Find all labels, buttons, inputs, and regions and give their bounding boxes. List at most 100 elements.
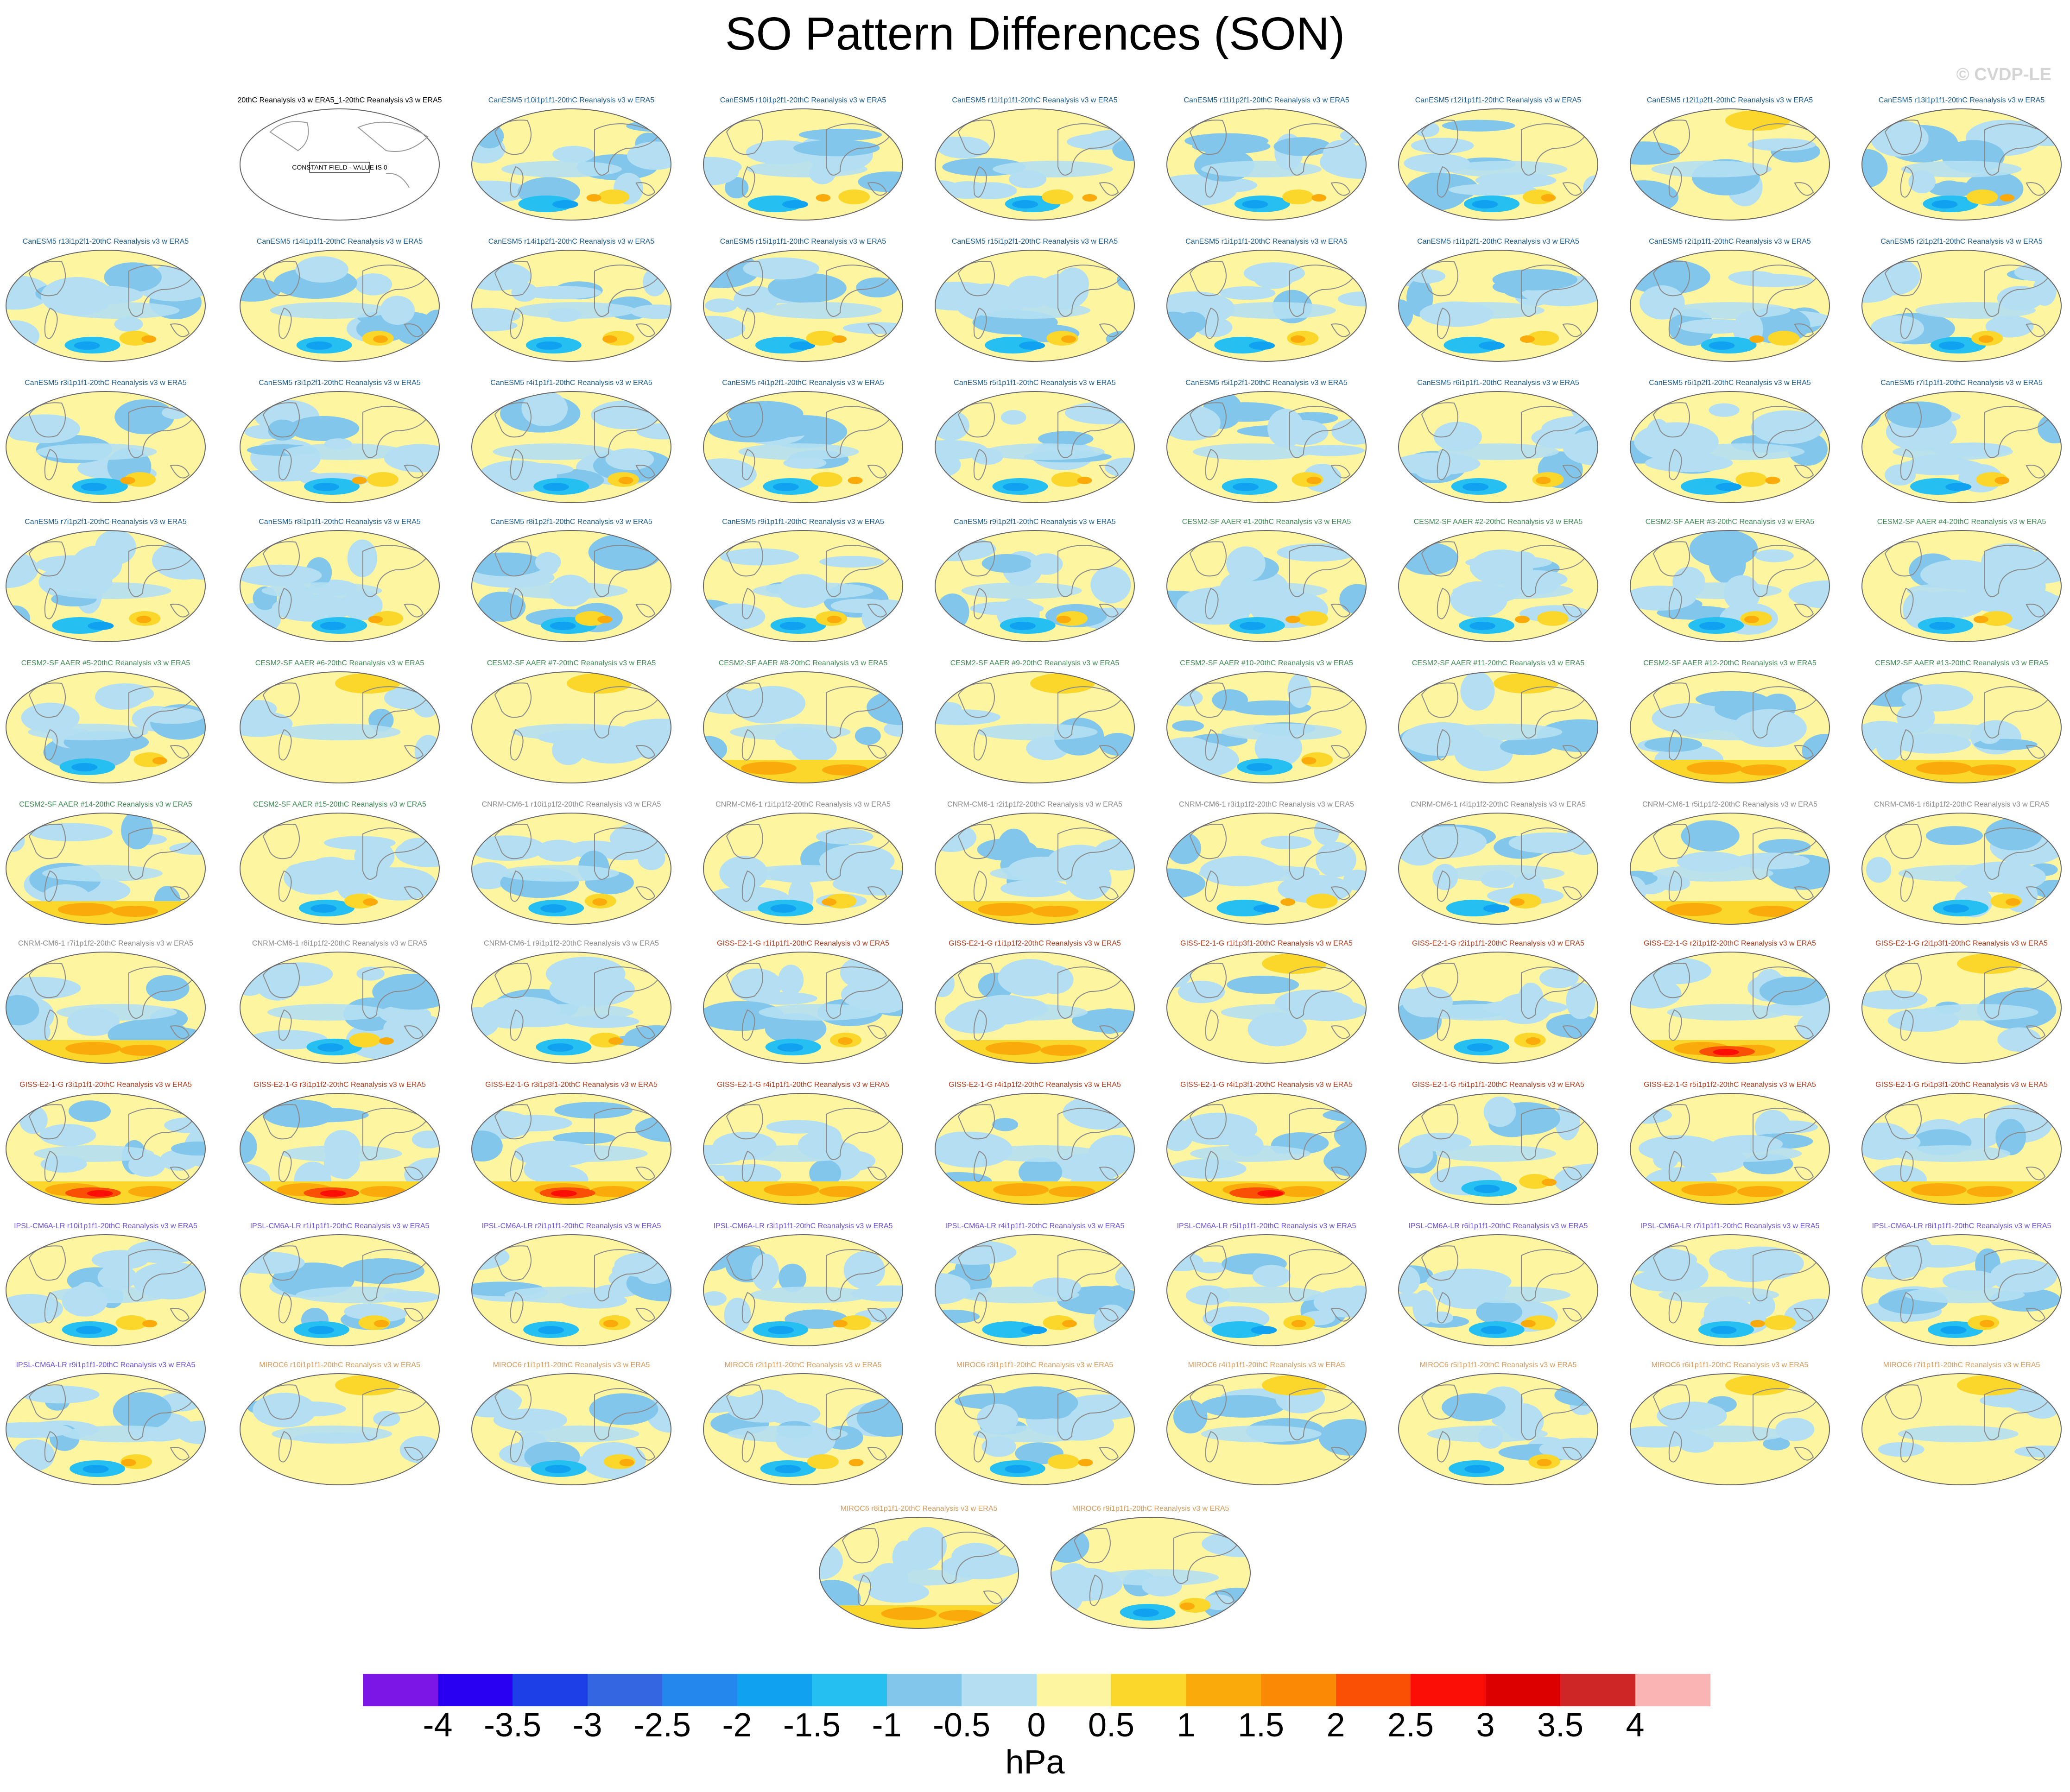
panel-label: MIROC6 r8i1p1f1-20thC Reanalysis v3 w ER… [840,1505,998,1513]
colorbar-swatch [1186,1674,1261,1706]
colorbar-tick-label: 3 [1476,1707,1495,1744]
colorbar-swatch [962,1674,1037,1706]
panel-label: IPSL-CM6A-LR r6i1p1f1-20thC Reanalysis v… [1408,1222,1588,1230]
colorbar-swatch [587,1674,663,1706]
panel-label: MIROC6 r4i1p1f1-20thC Reanalysis v3 w ER… [1188,1361,1345,1369]
map-panel [1166,813,1367,925]
panel-label: CESM2-SF AAER #12-20thC Reanalysis v3 w … [1643,659,1817,667]
colorbar-units: hPa [1005,1744,1065,1781]
panel-label: CanESM5 r6i1p1f1-20thC Reanalysis v3 w E… [1417,379,1579,387]
map-panel [703,952,903,1064]
map-panel [1861,952,2062,1064]
map-panel [935,1373,1135,1485]
map-panel [1630,391,1830,503]
panel-label: CanESM5 r15i1p2f1-20thC Reanalysis v3 w … [951,238,1118,246]
panel-label: IPSL-CM6A-LR r10i1p1f1-20thC Reanalysis … [14,1222,197,1230]
map-panel [1398,391,1598,503]
colorbar-swatch [1411,1674,1486,1706]
panel-label: CanESM5 r11i1p2f1-20thC Reanalysis v3 w … [1184,96,1349,104]
panel-label: CNRM-CM6-1 r8i1p1f2-20thC Reanalysis v3 … [252,940,427,947]
map-panel [1166,1234,1367,1346]
panel-label: GISS-E2-1-G r4i1p3f1-20thC Reanalysis v3… [1180,1081,1353,1089]
panel-label: CanESM5 r14i1p2f1-20thC Reanalysis v3 w … [488,238,655,246]
map-panel [1861,530,2062,642]
panel-label: CanESM5 r4i1p1f1-20thC Reanalysis v3 w E… [490,379,652,387]
panel-label: CESM2-SF AAER #1-20thC Reanalysis v3 w E… [1182,518,1351,526]
panel-label: GISS-E2-1-G r3i1p1f1-20thC Reanalysis v3… [19,1081,192,1089]
panel-label: CanESM5 r6i1p2f1-20thC Reanalysis v3 w E… [1649,379,1811,387]
colorbar-swatch [363,1674,438,1706]
colorbar-swatch [1036,1674,1112,1706]
panel-label: IPSL-CM6A-LR r5i1p1f1-20thC Reanalysis v… [1177,1222,1356,1230]
colorbar-tick-label: 0.5 [1088,1707,1135,1744]
map-panel [1861,108,2062,221]
panel-label: GISS-E2-1-G r3i1p1f2-20thC Reanalysis v3… [253,1081,426,1089]
panel-label: CanESM5 r7i1p1f1-20thC Reanalysis v3 w E… [1880,379,2043,387]
panel-label: MIROC6 r10i1p1f1-20thC Reanalysis v3 w E… [259,1361,420,1369]
map-panel [1398,671,1598,783]
panel-label: MIROC6 r5i1p1f1-20thC Reanalysis v3 w ER… [1419,1361,1577,1369]
panel-label: CanESM5 r7i1p2f1-20thC Reanalysis v3 w E… [25,518,187,526]
map-panel [1861,391,2062,503]
panel-label: CESM2-SF AAER #11-20thC Reanalysis v3 w … [1412,659,1585,667]
map-panel [1630,1373,1830,1485]
map-panel [703,813,903,925]
map-panel [1166,671,1367,783]
map-panel [240,530,440,642]
panel-label: CanESM5 r14i1p1f1-20thC Reanalysis v3 w … [256,238,423,246]
colorbar-tick-label: -0.5 [932,1707,991,1744]
panel-label: MIROC6 r7i1p1f1-20thC Reanalysis v3 w ER… [1883,1361,2040,1369]
panel-label: CESM2-SF AAER #10-20thC Reanalysis v3 w … [1180,659,1353,667]
panel-label: CESM2-SF AAER #2-20thC Reanalysis v3 w E… [1413,518,1583,526]
panel-label: GISS-E2-1-G r2i1p1f1-20thC Reanalysis v3… [1412,940,1584,947]
map-panels: CONSTANT FIELD - VALUE IS 0 [6,108,2062,1629]
map-panel [6,671,206,783]
colorbar-swatch [812,1674,887,1706]
map-panel [935,108,1135,221]
colorbar [363,1674,1710,1706]
panel-label: IPSL-CM6A-LR r2i1p1f1-20thC Reanalysis v… [481,1222,661,1230]
map-panel [6,530,206,642]
panel-label: CanESM5 r11i1p1f1-20thC Reanalysis v3 w … [952,96,1118,104]
map-panel [240,1373,440,1485]
panel-label: CESM2-SF AAER #6-20thC Reanalysis v3 w E… [255,659,424,667]
map-panel [703,1373,903,1485]
map-panel [6,1093,206,1205]
colorbar-swatch [513,1674,588,1706]
map-panel [240,671,440,783]
panel-label: CESM2-SF AAER #5-20thC Reanalysis v3 w E… [21,659,190,667]
map-panel [703,1093,903,1205]
panel-label: CESM2-SF AAER #7-20thC Reanalysis v3 w E… [487,659,656,667]
map-panel [935,671,1135,783]
panel-label: MIROC6 r6i1p1f1-20thC Reanalysis v3 w ER… [1651,1361,1809,1369]
colorbar-tick-label: -1.5 [783,1707,841,1744]
panel-label: CNRM-CM6-1 r9i1p1f2-20thC Reanalysis v3 … [484,940,659,947]
panel-label: MIROC6 r1i1p1f1-20thC Reanalysis v3 w ER… [493,1361,650,1369]
map-panel [1861,1373,2062,1485]
panel-label: IPSL-CM6A-LR r7i1p1f1-20thC Reanalysis v… [1640,1222,1820,1230]
map-panel [935,250,1135,362]
panel-label: CanESM5 r12i1p1f1-20thC Reanalysis v3 w … [1415,96,1582,104]
map-panel [471,813,671,925]
map-panel [1398,813,1598,925]
panel-label: CNRM-CM6-1 r5i1p1f2-20thC Reanalysis v3 … [1642,801,1817,808]
panel-label: MIROC6 r9i1p1f1-20thC Reanalysis v3 w ER… [1072,1505,1229,1513]
map-labels: 20thC Reanalysis v3 w ERA5_1-20thC Reana… [14,96,2051,1513]
panel-label: CanESM5 r1i1p2f1-20thC Reanalysis v3 w E… [1417,238,1579,246]
reference-panel-outlines: CONSTANT FIELD - VALUE IS 0 [269,121,429,188]
panel-label: CanESM5 r5i1p1f1-20thC Reanalysis v3 w E… [954,379,1116,387]
map-panel [703,108,903,221]
map-panel [935,530,1135,642]
credit-watermark: © CVDP-LE [1956,65,2051,84]
panel-label: GISS-E2-1-G r2i1p1f2-20thC Reanalysis v3… [1644,940,1816,947]
map-panel [1166,250,1367,362]
map-panel [1398,1093,1598,1205]
panel-label: GISS-E2-1-G r1i1p1f1-20thC Reanalysis v3… [717,940,889,947]
map-panel [240,952,440,1064]
map-panel [1398,108,1598,221]
colorbar-tick-label: 3.5 [1537,1707,1584,1744]
colorbar-tick-label: 2 [1326,1707,1345,1744]
map-panel [471,1234,671,1346]
map-panel [1630,250,1830,362]
map-panel [240,813,440,925]
